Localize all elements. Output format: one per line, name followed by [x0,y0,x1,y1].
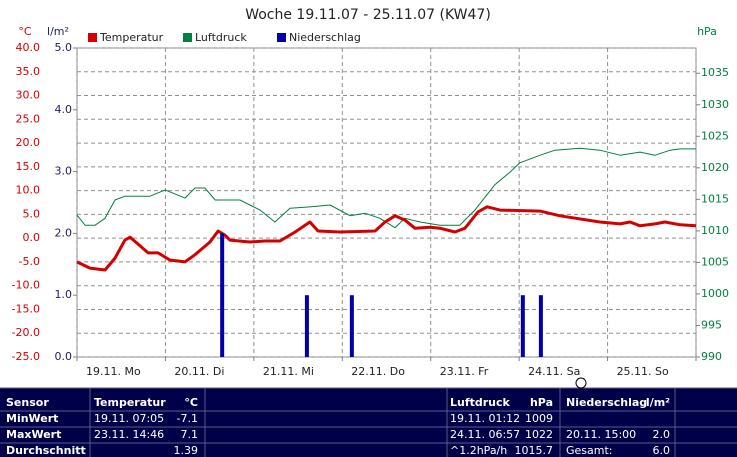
table-cell: -7.1 [177,412,198,425]
table-cell: 1022 [525,428,553,441]
chart-title: Woche 19.11.07 - 25.11.07 (KW47) [245,7,491,23]
table-header: Niederschlag [566,396,647,409]
y-tick-label: 15.0 [16,160,41,173]
legend-swatch [277,33,286,42]
table-cell: 19.11. 07:05 [94,412,164,425]
y2-tick-label: 1005 [701,255,729,268]
legend-swatch [183,33,192,42]
x-tick-label: 24.11. Sa [528,365,580,378]
x-tick-label: 19.11. Mo [86,365,141,378]
stats-table: Sensor Temperatur °C Luftdruck hPa Niederschl… [0,387,737,457]
table-header: °C [184,396,198,409]
y2-tick-label: 1000 [701,287,729,300]
table-cell: 20.11. 15:00 [566,428,636,441]
table-header: Sensor [6,396,49,409]
bar [304,295,309,357]
table-cell: 19.11. 01:12 [450,412,520,425]
y2-tick-label: 1020 [701,161,729,174]
table-cell: 1015.7 [515,444,554,457]
legend-label: Luftdruck [195,31,247,44]
y-tick-label: 20.0 [16,136,41,149]
table-background [0,388,737,457]
y2-tick-label: 1010 [701,224,729,237]
table-cell: 7.1 [181,428,199,441]
legend-label: Niederschlag [289,31,361,44]
bar [520,295,525,357]
table-cell: 1009 [525,412,553,425]
x-tick-label: 21.11. Mi [263,365,314,378]
y-tick-label: 35.0 [16,65,41,78]
y-tick-label: -20.0 [12,326,40,339]
x-tick-label: 25.11. So [617,365,669,378]
plot-area [76,47,697,358]
table-header: l/m² [646,396,670,409]
x-tick-label: 20.11. Di [174,365,224,378]
y3-tick-label: 2.0 [55,226,73,239]
table-cell: Durchschnitt [6,444,86,457]
bar [538,295,543,357]
y2-axis-label: hPa [697,25,717,38]
y-tick-label: 0.0 [23,231,41,244]
y-tick-label: -15.0 [12,302,40,315]
table-cell: 1.39 [174,444,199,457]
y3-tick-label: 3.0 [55,165,73,178]
table-cell: 23.11. 14:46 [94,428,164,441]
table-cell: 2.0 [653,428,671,441]
table-cell: MaxWert [6,428,61,441]
bar [349,295,354,357]
y2-tick-label: 990 [701,350,722,363]
y2-tick-label: 1035 [701,66,729,79]
y-tick-label: -5.0 [19,255,40,268]
x-tick-label: 23.11. Fr [440,365,489,378]
bar [220,233,225,357]
table-cell: 6.0 [653,444,671,457]
y3-tick-label: 4.0 [55,103,73,116]
y-tick-label: 5.0 [23,207,41,220]
y2-tick-label: 1030 [701,98,729,111]
table-cell: 24.11. 06:57 [450,428,520,441]
y3-axis-label: l/m² [47,25,69,38]
legend-swatch [88,33,97,42]
table-cell: MinWert [6,412,58,425]
y-tick-label: 10.0 [16,184,41,197]
y-tick-label: 40.0 [16,41,41,54]
y2-tick-label: 1025 [701,129,729,142]
line-series [76,205,697,272]
y3-tick-label: 1.0 [55,288,73,301]
y3-tick-label: 5.0 [55,41,73,54]
table-header: Luftdruck [450,396,511,409]
table-cell: ^1.2hPa/h [450,444,507,457]
y-tick-label: -25.0 [12,350,40,363]
y2-tick-label: 995 [701,318,722,331]
y3-tick-label: 0.0 [55,350,73,363]
table-header: Temperatur [94,396,166,409]
cursor [575,377,587,389]
y2-tick-label: 1015 [701,192,729,205]
x-tick-label: 22.11. Do [351,365,405,378]
y-tick-label: 25.0 [16,112,41,125]
table-cell: Gesamt: [566,444,613,457]
y-axis-label: °C [18,25,32,38]
line-series [76,147,696,229]
y-tick-label: -10.0 [12,279,40,292]
legend-label: Temperatur [99,31,164,44]
y-tick-label: 30.0 [16,89,41,102]
table-header: hPa [530,396,553,409]
